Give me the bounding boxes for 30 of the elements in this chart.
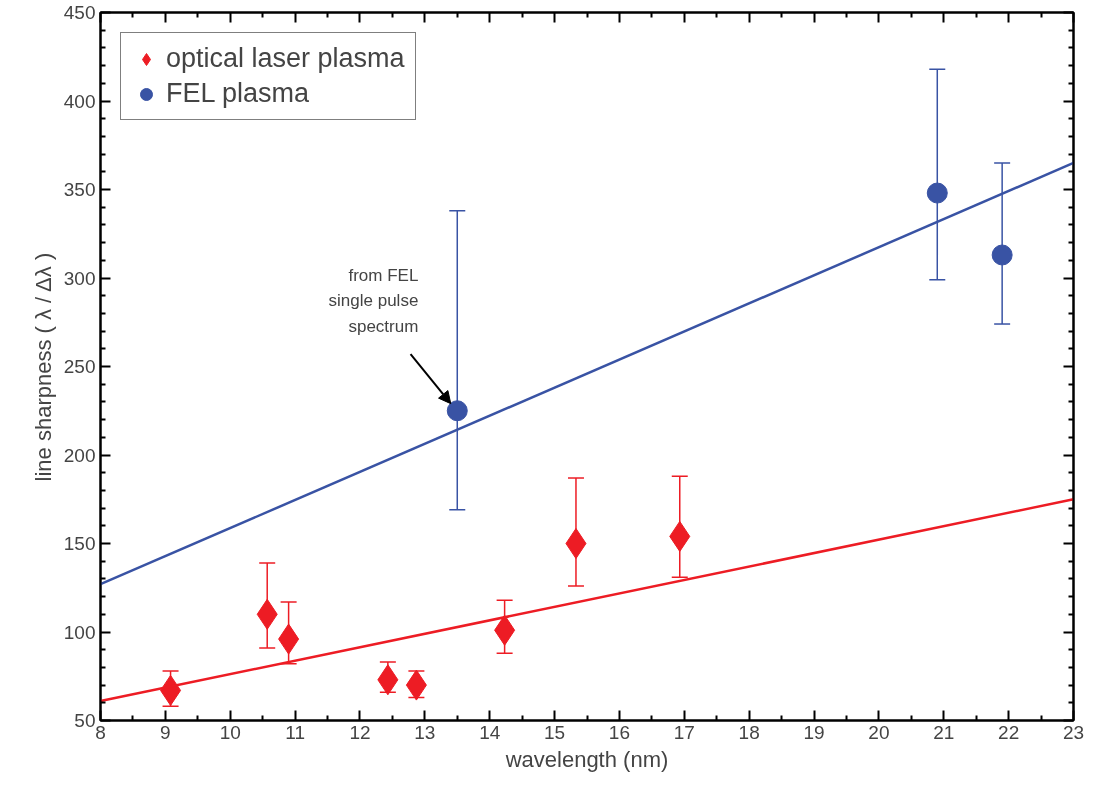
x-tick-label: 11	[285, 721, 305, 743]
x-tick-label: 9	[160, 721, 171, 743]
y-tick-label: 350	[63, 179, 96, 200]
x-tick-label: 19	[803, 721, 825, 743]
legend-label: optical laser plasma	[166, 43, 405, 74]
y-tick-label: 150	[63, 533, 96, 554]
x-tick-label: 22	[998, 721, 1020, 743]
x-tick-label: 14	[479, 721, 501, 743]
legend-label: FEL plasma	[166, 78, 310, 109]
x-tick-label: 12	[349, 721, 371, 743]
x-tick-label: 13	[414, 721, 436, 743]
y-tick-label: 50	[74, 710, 96, 731]
x-tick-label: 21	[933, 721, 955, 743]
x-tick-label: 10	[219, 721, 241, 743]
x-axis-title: wavelength (nm)	[504, 746, 669, 772]
x-tick-label: 16	[608, 721, 631, 743]
x-tick-label: 17	[673, 721, 695, 743]
x-tick-label: 8	[95, 721, 106, 743]
y-tick-label: 100	[63, 621, 96, 643]
x-tick-label: 18	[738, 721, 760, 743]
y-tick-label: 450	[63, 2, 96, 23]
y-tick-label: 400	[63, 90, 96, 112]
annotation: from FEL single pulse spectrum	[328, 265, 419, 336]
x-tick-label: 23	[1062, 721, 1085, 743]
x-tick-label: 20	[868, 721, 890, 743]
y-tick-label: 200	[63, 444, 96, 466]
y-tick-label: 300	[63, 267, 96, 289]
x-tick-label: 15	[544, 721, 566, 743]
y-axis-title: line sharpness ( λ / Δλ )	[30, 252, 56, 482]
y-tick-label: 250	[63, 356, 96, 377]
